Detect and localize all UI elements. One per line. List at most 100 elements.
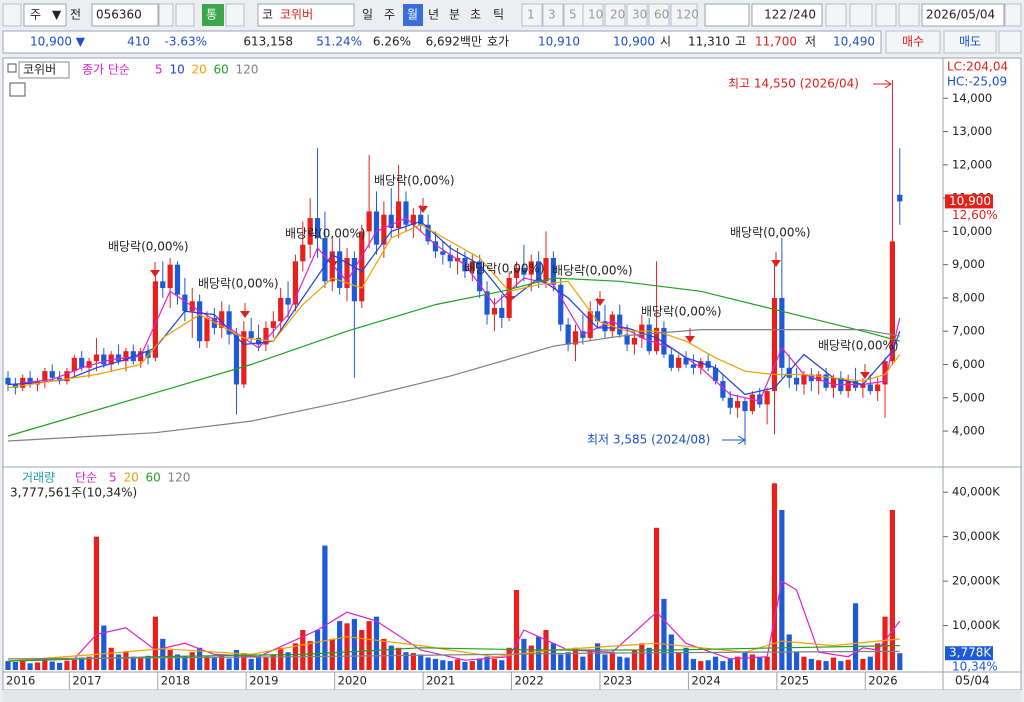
- volume-bar: [712, 656, 719, 670]
- annotation: 배당락(0,00%): [641, 305, 722, 319]
- volume-bar: [123, 651, 129, 670]
- volume-bar: [469, 661, 475, 670]
- candle-body: [771, 297, 778, 392]
- volume-bar: [860, 658, 866, 670]
- count-box[interactable]: [751, 3, 823, 27]
- quote-bar: [2, 30, 882, 54]
- buy-button[interactable]: [885, 30, 941, 54]
- interval-tab-label[interactable]: 30: [632, 8, 647, 22]
- moving-average: [7, 650, 900, 660]
- volume-bar: [182, 655, 188, 670]
- code-dropdown[interactable]: [158, 3, 174, 27]
- interval-tab-label[interactable]: 120: [676, 8, 699, 22]
- volume-bar: [830, 657, 837, 670]
- interval-input[interactable]: [704, 3, 750, 27]
- volume-bar: [219, 654, 225, 670]
- sell[interactable]: 매도: [959, 35, 981, 49]
- candle-body: [712, 367, 719, 382]
- prev[interactable]: 전: [70, 8, 81, 22]
- last-value: 10,900: [949, 194, 991, 208]
- volume-bar: [639, 643, 645, 670]
- volume-bar: [683, 647, 689, 670]
- volume-bar: [801, 656, 807, 670]
- candle-body: [425, 224, 431, 242]
- interval-tab: [542, 3, 564, 27]
- date-input[interactable]: [921, 3, 1005, 27]
- period-tab[interactable]: 분: [449, 8, 460, 22]
- tool-button[interactable]: [825, 3, 847, 27]
- extra-button[interactable]: [998, 30, 1022, 54]
- interval-tab: [670, 3, 698, 27]
- volume-bar: [462, 662, 468, 670]
- candle-body: [889, 241, 895, 362]
- period-tab[interactable]: 주: [384, 8, 395, 22]
- candle-body: [749, 394, 755, 412]
- name-box[interactable]: [257, 3, 355, 27]
- search-button[interactable]: [175, 3, 195, 27]
- y-tick-label: 12,000: [952, 157, 992, 171]
- scrollbar[interactable]: [3, 690, 1021, 702]
- x-tick-label: 2019: [249, 674, 278, 688]
- candle-body: [897, 194, 903, 202]
- name-box: [18, 61, 70, 79]
- y-tick-label: 7,000: [952, 324, 985, 338]
- market-select[interactable]: [23, 3, 67, 27]
- interval-tab-label[interactable]: 1: [527, 8, 535, 22]
- volume-bar: [845, 659, 851, 670]
- calendar-button[interactable]: [1004, 3, 1022, 27]
- candle-body: [565, 324, 571, 345]
- volume-bar: [823, 661, 829, 670]
- candle-body: [322, 238, 328, 282]
- code-input[interactable]: [91, 3, 159, 27]
- candle-body: [396, 201, 402, 229]
- interval-tab-label[interactable]: 20: [610, 8, 625, 22]
- buy[interactable]: 매수: [902, 35, 924, 49]
- low-note: 최저 3,585 (2024/08): [587, 433, 710, 447]
- volume-bar: [484, 656, 490, 670]
- interval-tab-label[interactable]: 60: [654, 8, 669, 22]
- volume-bar: [609, 652, 615, 670]
- annotation: 배당락(0,00%): [552, 264, 633, 278]
- volume-bar: [226, 658, 232, 670]
- volume-bar: [513, 590, 520, 670]
- annotation: 배당락(0,00%): [818, 339, 899, 353]
- volume-bar: [86, 656, 92, 670]
- tool-button[interactable]: [849, 3, 873, 27]
- volume-bar: [793, 652, 800, 670]
- interval-tab-label[interactable]: 10: [588, 8, 603, 22]
- sell-button[interactable]: [943, 30, 997, 54]
- candle-body: [735, 401, 741, 408]
- period-tab[interactable]: 일: [362, 8, 373, 22]
- period-tab[interactable]: 초: [470, 8, 481, 22]
- sound-button[interactable]: [225, 3, 245, 27]
- candle-body: [808, 374, 814, 382]
- save-button[interactable]: [875, 3, 897, 27]
- annotation-arrowhead: [860, 372, 870, 379]
- legend-title: 종가 단순: [82, 63, 130, 77]
- candle-body: [513, 267, 520, 278]
- candle-body: [432, 241, 439, 252]
- y-tick-label: 13,000: [952, 124, 992, 138]
- settings-button[interactable]: [898, 3, 920, 27]
- period-tab[interactable]: 틱: [493, 8, 504, 22]
- candle-body: [366, 211, 372, 232]
- period-tab[interactable]: 월: [407, 8, 418, 22]
- volume-bar: [344, 623, 350, 670]
- candle-body: [875, 384, 881, 392]
- interval-tab-label[interactable]: 5: [569, 8, 577, 22]
- volume-bar: [565, 652, 571, 670]
- table-icon[interactable]: [9, 82, 26, 97]
- candle-body: [71, 357, 77, 372]
- volume-bar: [211, 657, 217, 670]
- period-tab[interactable]: 년: [428, 8, 439, 22]
- tong-button[interactable]: [202, 4, 224, 26]
- menu-button[interactable]: [2, 3, 22, 27]
- interval-tab-label[interactable]: 3: [548, 8, 556, 22]
- ratio: 51.24%: [316, 35, 362, 49]
- volume-bar: [720, 661, 726, 670]
- interval-tab: [648, 3, 670, 27]
- volume-bar: [64, 660, 70, 670]
- last-value-box: [945, 194, 993, 209]
- volume-bar: [499, 660, 505, 670]
- candle-body: [727, 397, 733, 408]
